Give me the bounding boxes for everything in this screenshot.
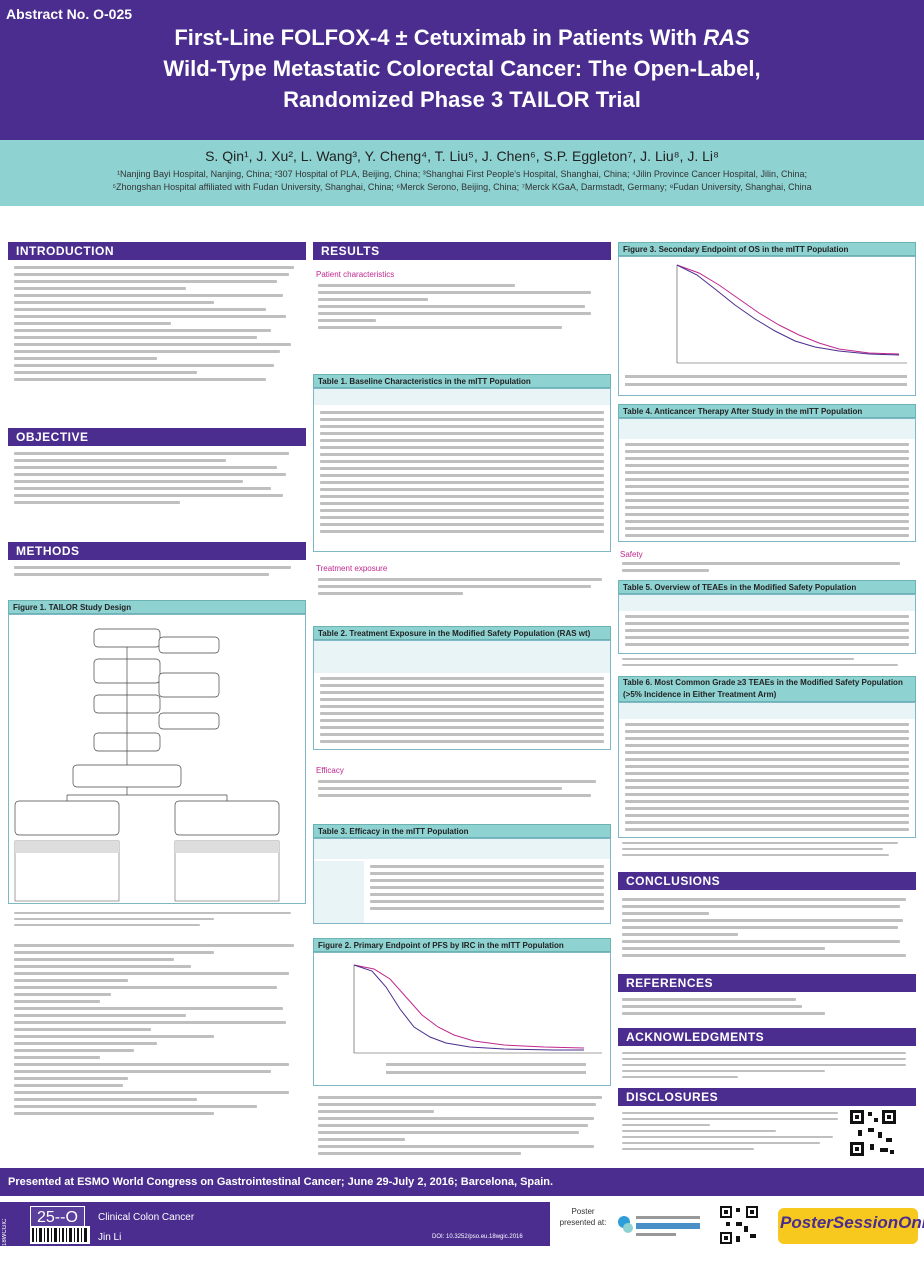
table-2 — [313, 640, 611, 750]
title-line-1: First-Line FOLFOX-4 ± Cetuximab in Patie… — [174, 25, 704, 50]
table-2-header-row — [314, 641, 610, 673]
os-km-plot — [625, 264, 907, 386]
table-3-rows — [370, 865, 604, 914]
barcode-icon — [30, 1226, 90, 1244]
methods-intro-text — [14, 566, 300, 580]
table-6-footnotes — [622, 842, 912, 860]
safety-text — [622, 562, 912, 576]
table-5-rows — [625, 615, 909, 650]
presenting-author: Jin Li — [98, 1232, 122, 1243]
title-line-3: Randomized Phase 3 TAILOR Trial — [283, 87, 641, 112]
subhead-efficacy: Efficacy — [316, 766, 344, 775]
table-3-title: Table 3. Efficacy in the mITT Population — [313, 824, 611, 838]
table-2-rows — [320, 677, 604, 747]
affiliations: ¹Nanjing Bayi Hospital, Nanjing, China; … — [20, 168, 904, 194]
figure-2-box — [313, 952, 611, 1086]
affiliations-line-1: ¹Nanjing Bayi Hospital, Nanjing, China; … — [117, 169, 807, 179]
authors-band: S. Qin¹, J. Xu², L. Wang³, Y. Cheng⁴, T.… — [0, 140, 924, 206]
table-5-title: Table 5. Overview of TEAEs in the Modifi… — [618, 580, 916, 594]
table-1-header-row — [314, 389, 610, 405]
treatment-exposure-text — [318, 578, 608, 599]
figure-3-box — [618, 256, 916, 396]
section-methods: METHODS — [8, 542, 306, 560]
poster-presented-label: Poster presented at: — [559, 1207, 607, 1227]
subhead-treatment-exposure: Treatment exposure — [316, 564, 388, 573]
figure-3-title: Figure 3. Secondary Endpoint of OS in th… — [618, 242, 916, 256]
pfs-km-plot — [353, 964, 602, 1074]
section-acknowledgments: ACKNOWLEDGMENTS — [618, 1028, 916, 1046]
figure-1-box — [8, 614, 306, 904]
presented-at-banner: Presented at ESMO World Congress on Gast… — [0, 1168, 924, 1196]
table-6-title: Table 6. Most Common Grade ≥3 TEAEs in t… — [618, 676, 916, 702]
doi-link[interactable]: DOI: 10.3252/pso.eu.18wgic.2016 — [432, 1234, 523, 1240]
subhead-patient-characteristics: Patient characteristics — [316, 270, 395, 279]
patient-characteristics-text — [318, 284, 608, 333]
poster-session-online-wordmark: PosterSessionOnline — [780, 1213, 924, 1232]
introduction-text — [14, 266, 300, 385]
table-6-rows — [625, 723, 909, 835]
congress-logo-icon — [614, 1210, 706, 1242]
author-list: S. Qin¹, J. Xu², L. Wang³, Y. Cheng⁴, T.… — [205, 148, 719, 164]
footer-info-panel — [0, 1202, 550, 1246]
title-line-2: Wild-Type Metastatic Colorectal Cancer: … — [163, 56, 761, 81]
table-1-title: Table 1. Baseline Characteristics in the… — [313, 374, 611, 388]
footer-qr-code-icon — [718, 1204, 760, 1246]
table-2-title: Table 2. Treatment Exposure in the Modif… — [313, 626, 611, 640]
study-design-diagram — [14, 628, 280, 902]
poster-title: First-Line FOLFOX-4 ± Cetuximab in Patie… — [0, 22, 924, 115]
table-4-header-row — [619, 419, 915, 439]
title-line-1-ras: RAS — [703, 25, 750, 50]
table-1 — [313, 388, 611, 552]
abstract-number: Abstract No. O-025 — [6, 6, 133, 22]
poster-header: Abstract No. O-025 First-Line FOLFOX-4 ±… — [0, 0, 924, 140]
section-references: REFERENCES — [618, 974, 916, 992]
methods-text — [14, 944, 300, 1119]
figure-1-footnotes — [14, 912, 300, 930]
section-disclosures: DISCLOSURES — [618, 1088, 916, 1106]
pfs-results-text — [318, 1096, 608, 1159]
figure-1-title: Figure 1. TAILOR Study Design — [8, 600, 306, 614]
poster-session-online-logo[interactable] — [778, 1208, 918, 1244]
table-6-header-row — [619, 703, 915, 719]
figure-2-title: Figure 2. Primary Endpoint of PFS by IRC… — [313, 938, 611, 952]
conference-code: 18WCGIC — [2, 1218, 8, 1246]
table-5-footnotes — [622, 658, 912, 670]
disclosures-qr-code-icon — [848, 1108, 898, 1158]
table-5-header-row — [619, 595, 915, 611]
table-4-rows — [625, 443, 909, 541]
section-conclusions: CONCLUSIONS — [618, 872, 916, 890]
objective-text — [14, 452, 300, 508]
table-6 — [618, 702, 916, 838]
section-objective: OBJECTIVE — [8, 428, 306, 446]
table-5 — [618, 594, 916, 654]
section-results: RESULTS — [313, 242, 611, 260]
section-introduction: INTRODUCTION — [8, 242, 306, 260]
table-3 — [313, 838, 611, 924]
efficacy-text — [318, 780, 608, 801]
subhead-safety: Safety — [620, 550, 643, 559]
conclusions-text — [622, 898, 912, 961]
references-list — [622, 998, 912, 1019]
table-4 — [618, 418, 916, 542]
affiliations-line-2: ⁵Zhongshan Hospital affiliated with Fuda… — [112, 182, 812, 192]
category-label: Clinical Colon Cancer — [98, 1212, 195, 1223]
disclosures-text — [622, 1112, 842, 1154]
table-3-header-row — [314, 839, 610, 859]
acknowledgments-text — [622, 1052, 912, 1082]
table-3-row-labels — [314, 861, 364, 923]
table-1-rows — [320, 411, 604, 537]
table-4-title: Table 4. Anticancer Therapy After Study … — [618, 404, 916, 418]
